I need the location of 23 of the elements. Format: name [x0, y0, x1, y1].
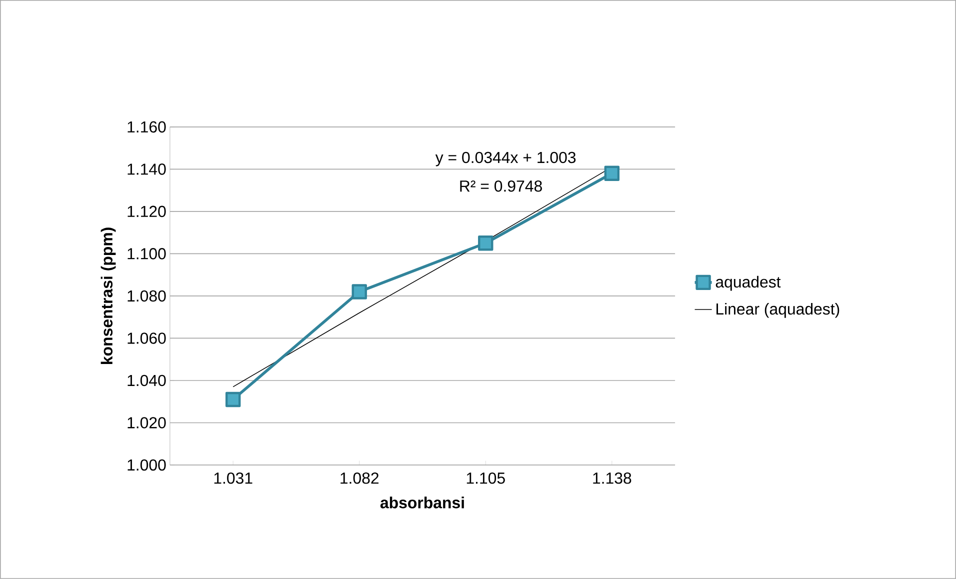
y-tick-label: 1.060 [128, 332, 166, 344]
y-tick-label: 1.040 [128, 374, 166, 386]
x-tick-label: 1.138 [593, 472, 632, 484]
point [478, 236, 494, 251]
y-tick-label: 1.100 [128, 248, 166, 260]
x-tick-label: 1.031 [214, 472, 252, 484]
point [352, 284, 367, 300]
y-tick-label: 1.000 [128, 459, 166, 471]
y-tick-label: 1.020 [128, 417, 166, 428]
annotation: y = 0.0344x + 1.003 [435, 152, 576, 166]
x-tick-label: 1.105 [466, 472, 505, 484]
y-tick-label: 1.160 [128, 121, 166, 133]
x-axis-title: absorbansi [380, 496, 464, 508]
annotation: R² = 0.9748 [460, 180, 542, 192]
y-tick-label: 1.140 [128, 164, 166, 175]
legend-label: aquadest [716, 276, 781, 291]
point [225, 392, 241, 408]
y-tick-label: 1.080 [128, 290, 166, 302]
x-tick-label: 1.082 [340, 472, 378, 484]
point [604, 166, 620, 182]
y-axis-title: konsentrasi (ppm) [100, 228, 116, 364]
legend-label: Linear (aquadest) [716, 303, 840, 318]
y-tick-label: 1.120 [128, 206, 166, 218]
